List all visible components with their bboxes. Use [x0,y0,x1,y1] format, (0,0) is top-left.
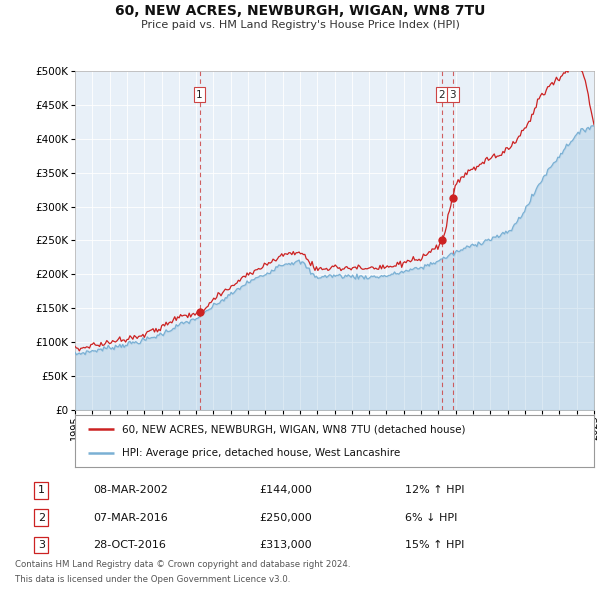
Text: 15% ↑ HPI: 15% ↑ HPI [405,540,464,550]
Text: 28-OCT-2016: 28-OCT-2016 [94,540,166,550]
Text: Price paid vs. HM Land Registry's House Price Index (HPI): Price paid vs. HM Land Registry's House … [140,20,460,30]
Text: 08-MAR-2002: 08-MAR-2002 [94,486,169,495]
Text: 3: 3 [449,90,456,100]
Text: 1: 1 [38,486,44,495]
Text: This data is licensed under the Open Government Licence v3.0.: This data is licensed under the Open Gov… [15,575,290,584]
Text: 6% ↓ HPI: 6% ↓ HPI [405,513,457,523]
Text: HPI: Average price, detached house, West Lancashire: HPI: Average price, detached house, West… [122,448,400,458]
Text: 12% ↑ HPI: 12% ↑ HPI [405,486,464,495]
Text: £144,000: £144,000 [259,486,313,495]
Text: 1: 1 [196,90,203,100]
Text: 07-MAR-2016: 07-MAR-2016 [94,513,169,523]
Text: Contains HM Land Registry data © Crown copyright and database right 2024.: Contains HM Land Registry data © Crown c… [15,560,350,569]
Text: 3: 3 [38,540,44,550]
Text: 60, NEW ACRES, NEWBURGH, WIGAN, WN8 7TU: 60, NEW ACRES, NEWBURGH, WIGAN, WN8 7TU [115,4,485,18]
Text: £250,000: £250,000 [259,513,312,523]
Text: £313,000: £313,000 [259,540,312,550]
Text: 2: 2 [439,90,445,100]
Text: 2: 2 [38,513,45,523]
Text: 60, NEW ACRES, NEWBURGH, WIGAN, WN8 7TU (detached house): 60, NEW ACRES, NEWBURGH, WIGAN, WN8 7TU … [122,424,465,434]
